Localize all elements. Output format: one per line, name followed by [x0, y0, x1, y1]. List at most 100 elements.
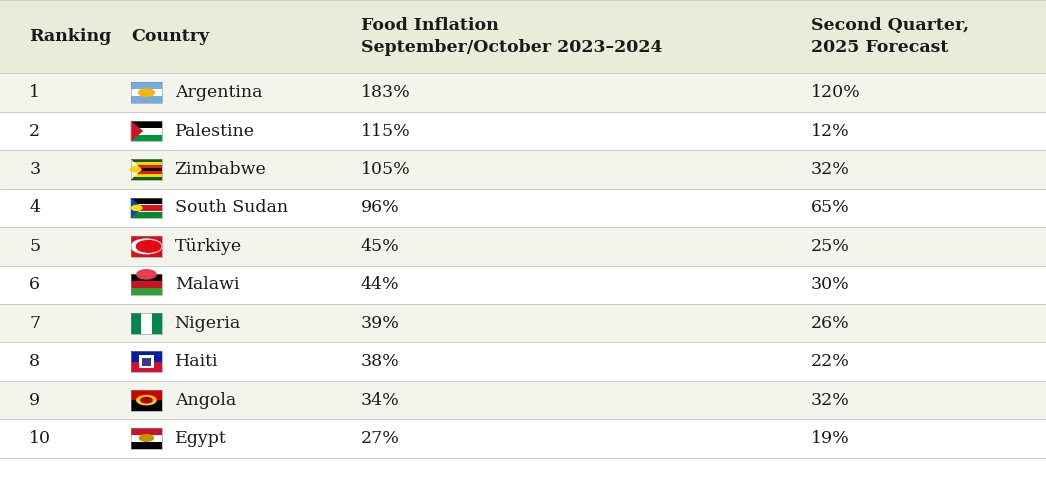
Circle shape — [141, 397, 152, 403]
Bar — [131, 211, 162, 218]
Text: 7: 7 — [29, 315, 41, 332]
FancyBboxPatch shape — [0, 304, 1046, 342]
Text: 44%: 44% — [361, 276, 400, 293]
Bar — [131, 211, 162, 218]
Bar — [131, 281, 162, 288]
Bar — [131, 428, 162, 435]
Bar — [131, 274, 162, 295]
Text: 27%: 27% — [361, 430, 400, 447]
Text: 19%: 19% — [811, 430, 849, 447]
Bar — [138, 356, 155, 368]
Text: Türkiye: Türkiye — [175, 238, 242, 255]
Bar — [131, 171, 162, 174]
Bar — [131, 134, 162, 141]
FancyBboxPatch shape — [0, 381, 1046, 420]
Text: 30%: 30% — [811, 276, 849, 293]
Polygon shape — [131, 121, 143, 141]
Text: Argentina: Argentina — [175, 84, 263, 101]
Text: 96%: 96% — [361, 199, 400, 216]
Text: Malawi: Malawi — [175, 276, 240, 293]
Text: 38%: 38% — [361, 353, 400, 370]
Bar — [131, 442, 162, 449]
Bar — [131, 82, 162, 103]
Circle shape — [138, 89, 155, 96]
Text: Angola: Angola — [175, 392, 236, 409]
Text: 6: 6 — [29, 276, 41, 293]
Bar — [131, 197, 162, 204]
Circle shape — [132, 205, 142, 210]
Bar — [131, 390, 162, 400]
Bar — [131, 121, 162, 141]
Bar — [131, 204, 162, 211]
Bar — [131, 236, 162, 257]
Circle shape — [136, 241, 161, 252]
Bar — [131, 162, 162, 165]
Bar — [131, 89, 162, 96]
Bar — [131, 351, 162, 372]
Text: Haiti: Haiti — [175, 353, 219, 370]
Bar — [131, 236, 162, 257]
Bar — [152, 313, 162, 334]
Bar — [131, 177, 162, 180]
Text: 34%: 34% — [361, 392, 400, 409]
Text: 120%: 120% — [811, 84, 861, 101]
Text: 2: 2 — [29, 123, 41, 139]
Bar — [131, 274, 162, 281]
Bar — [131, 197, 162, 218]
Bar — [131, 288, 162, 295]
Polygon shape — [131, 197, 142, 218]
Text: 183%: 183% — [361, 84, 411, 101]
FancyBboxPatch shape — [0, 150, 1046, 189]
Circle shape — [137, 396, 156, 405]
Text: 45%: 45% — [361, 238, 400, 255]
Bar — [131, 428, 162, 449]
Bar — [131, 197, 162, 204]
Text: Second Quarter,
2025 Forecast: Second Quarter, 2025 Forecast — [811, 17, 969, 56]
Text: Country: Country — [131, 28, 209, 45]
Text: Egypt: Egypt — [175, 430, 226, 447]
Bar — [131, 435, 162, 442]
Text: 22%: 22% — [811, 353, 849, 370]
Text: Food Inflation
September/October 2023–2024: Food Inflation September/October 2023–20… — [361, 17, 662, 56]
Bar — [141, 313, 152, 334]
Bar — [131, 204, 162, 211]
Circle shape — [130, 167, 141, 172]
Text: 115%: 115% — [361, 123, 411, 139]
Bar — [131, 204, 162, 211]
Text: Ranking: Ranking — [29, 28, 112, 45]
Bar — [131, 174, 162, 177]
Text: 8: 8 — [29, 353, 41, 370]
Bar — [131, 159, 162, 180]
Bar — [131, 211, 162, 212]
Text: 65%: 65% — [811, 199, 849, 216]
Bar — [131, 82, 162, 89]
Text: 9: 9 — [29, 392, 41, 409]
Bar — [131, 168, 162, 171]
Text: 32%: 32% — [811, 392, 849, 409]
Bar — [131, 390, 162, 411]
Bar — [142, 358, 152, 366]
Text: Nigeria: Nigeria — [175, 315, 241, 332]
Bar — [131, 362, 162, 372]
Circle shape — [139, 434, 154, 441]
FancyBboxPatch shape — [0, 420, 1046, 458]
Bar — [131, 96, 162, 103]
Text: Zimbabwe: Zimbabwe — [175, 161, 267, 178]
Bar — [131, 121, 162, 127]
Bar — [131, 159, 162, 162]
Text: South Sudan: South Sudan — [175, 199, 288, 216]
FancyBboxPatch shape — [0, 73, 1046, 112]
Polygon shape — [131, 159, 142, 180]
Bar — [131, 400, 162, 411]
Text: 1: 1 — [29, 84, 41, 101]
FancyBboxPatch shape — [0, 189, 1046, 227]
Text: 5: 5 — [29, 238, 41, 255]
Text: 39%: 39% — [361, 315, 400, 332]
Text: 3: 3 — [29, 161, 41, 178]
Circle shape — [137, 270, 156, 279]
Bar — [131, 197, 162, 218]
FancyBboxPatch shape — [0, 112, 1046, 150]
Text: 105%: 105% — [361, 161, 411, 178]
Bar — [131, 197, 162, 204]
Text: 12%: 12% — [811, 123, 849, 139]
